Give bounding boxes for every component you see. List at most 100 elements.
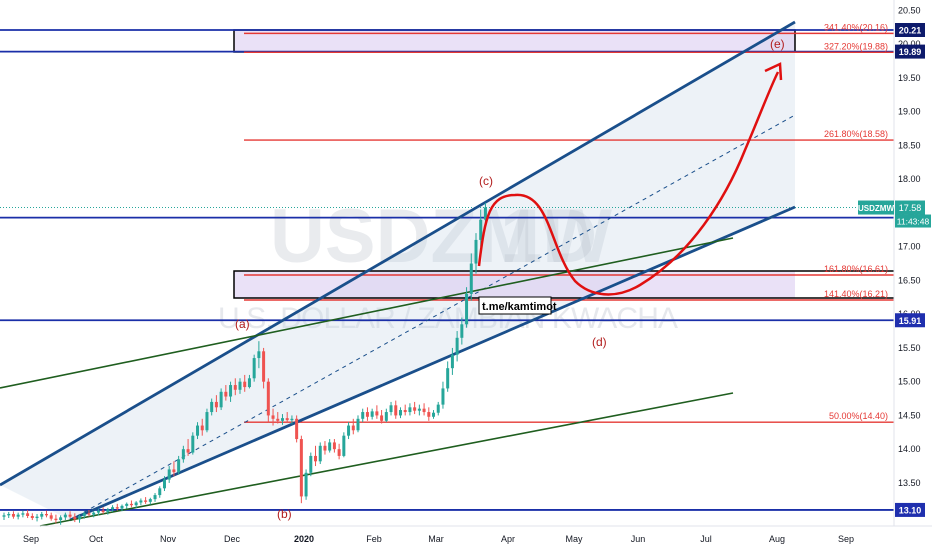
candle-body — [266, 381, 270, 416]
candle-body — [177, 459, 181, 473]
x-tick-label: Mar — [428, 534, 444, 544]
y-tick-label: 19.00 — [898, 107, 921, 117]
x-tick-label: Apr — [501, 534, 515, 544]
candle-body — [54, 518, 58, 521]
candle-body — [243, 381, 247, 388]
price-badge-label-1: 19.89 — [899, 47, 922, 57]
candle-body — [167, 469, 171, 480]
y-tick-label: 18.50 — [898, 140, 921, 150]
x-tick-label: Jul — [700, 534, 712, 544]
candle-body — [403, 410, 407, 413]
candle-body — [342, 435, 346, 456]
candle-body — [106, 509, 110, 512]
fib-label-3: 161.80%(16.61) — [824, 264, 888, 274]
y-tick-label: 18.00 — [898, 174, 921, 184]
candle-body — [125, 503, 129, 506]
price-badge-0 — [895, 23, 925, 37]
candle-body — [219, 391, 223, 408]
candle-body — [413, 407, 417, 411]
candle-body — [417, 408, 421, 411]
fib-label-5: 50.00%(14.40) — [829, 411, 888, 421]
x-tick-label: 2020 — [294, 534, 314, 544]
last-price-badge — [895, 200, 925, 215]
wave-label-e: (e) — [770, 37, 785, 51]
candle-body — [469, 263, 473, 294]
candle-body — [129, 503, 133, 506]
candle-body — [295, 418, 299, 440]
y-tick-label: 20.00 — [898, 39, 921, 49]
candle-body — [11, 513, 15, 517]
wave-label-d: (d) — [592, 335, 607, 349]
watermark-interval: 1D — [500, 194, 597, 279]
candle-body — [87, 513, 91, 515]
x-tick-label: Nov — [160, 534, 177, 544]
candle-body — [380, 415, 384, 421]
y-tick-label: 16.50 — [898, 275, 921, 285]
candle-body — [356, 418, 360, 431]
countdown-badge — [895, 214, 931, 228]
candle-body — [271, 415, 275, 419]
fib-label-4: 141.40%(16.21) — [824, 289, 888, 299]
candle-body — [257, 351, 261, 359]
watermark-description: U.S. DOLLAR / ZAMBIAN KWACHA — [218, 302, 678, 335]
candle-body — [162, 479, 166, 489]
candle-body — [214, 401, 218, 408]
candle-body — [361, 412, 365, 419]
candle-body — [101, 510, 105, 512]
channel-upper-line — [0, 20, 796, 487]
candle-body — [483, 207, 487, 220]
candle-body — [26, 513, 30, 516]
candle-body — [49, 515, 53, 519]
candle-body — [224, 391, 228, 397]
candle-body — [44, 513, 48, 516]
green-trendline-lower — [39, 392, 734, 527]
x-tick-label: Feb — [366, 534, 382, 544]
watermark-symbol: USDZMW — [270, 194, 612, 279]
projection-path — [477, 71, 780, 296]
candle-body — [186, 449, 190, 453]
candle-body — [111, 507, 115, 510]
candle-body — [422, 408, 426, 413]
last-price-value: 17.58 — [899, 203, 922, 213]
candle-body — [205, 412, 209, 431]
candle-body — [309, 455, 313, 473]
price-badge-label-4: 15.91 — [899, 316, 922, 326]
candle-body — [2, 515, 6, 517]
wave-label-a: (a) — [235, 317, 250, 331]
candle-body — [427, 412, 431, 417]
price-badge-label-5: 13.10 — [899, 505, 922, 515]
candle-body — [389, 405, 393, 413]
candle-body — [328, 442, 332, 451]
candle-body — [210, 401, 214, 413]
price-badge-2 — [858, 200, 894, 215]
candle-body — [436, 404, 440, 413]
candle-body — [332, 442, 336, 450]
x-tick-label: Oct — [89, 534, 104, 544]
x-tick-label: Sep — [23, 534, 39, 544]
candle-body — [370, 411, 374, 417]
candle-body — [247, 378, 251, 388]
candle-body — [394, 405, 398, 416]
candle-body — [196, 425, 200, 436]
candle-body — [172, 469, 176, 473]
candle-body — [82, 513, 86, 516]
y-tick-label: 15.00 — [898, 377, 921, 387]
candle-body — [139, 500, 143, 503]
y-tick-label: 14.00 — [898, 444, 921, 454]
candle-body — [365, 412, 369, 417]
wave-label-b: (b) — [277, 507, 292, 521]
candle-body — [153, 495, 157, 500]
price-badge-label-2: USDZMW — [858, 204, 894, 213]
candle-body — [285, 418, 289, 421]
candle-body — [441, 388, 445, 405]
candle-body — [16, 514, 20, 517]
candle-body — [262, 351, 266, 382]
x-tick-label: Sep — [838, 534, 854, 544]
candle-body — [252, 358, 256, 379]
candle-body — [276, 418, 280, 421]
green-trendline-upper — [0, 237, 734, 389]
price-badge-label-0: 20.21 — [899, 26, 922, 36]
candle-body — [450, 354, 454, 369]
